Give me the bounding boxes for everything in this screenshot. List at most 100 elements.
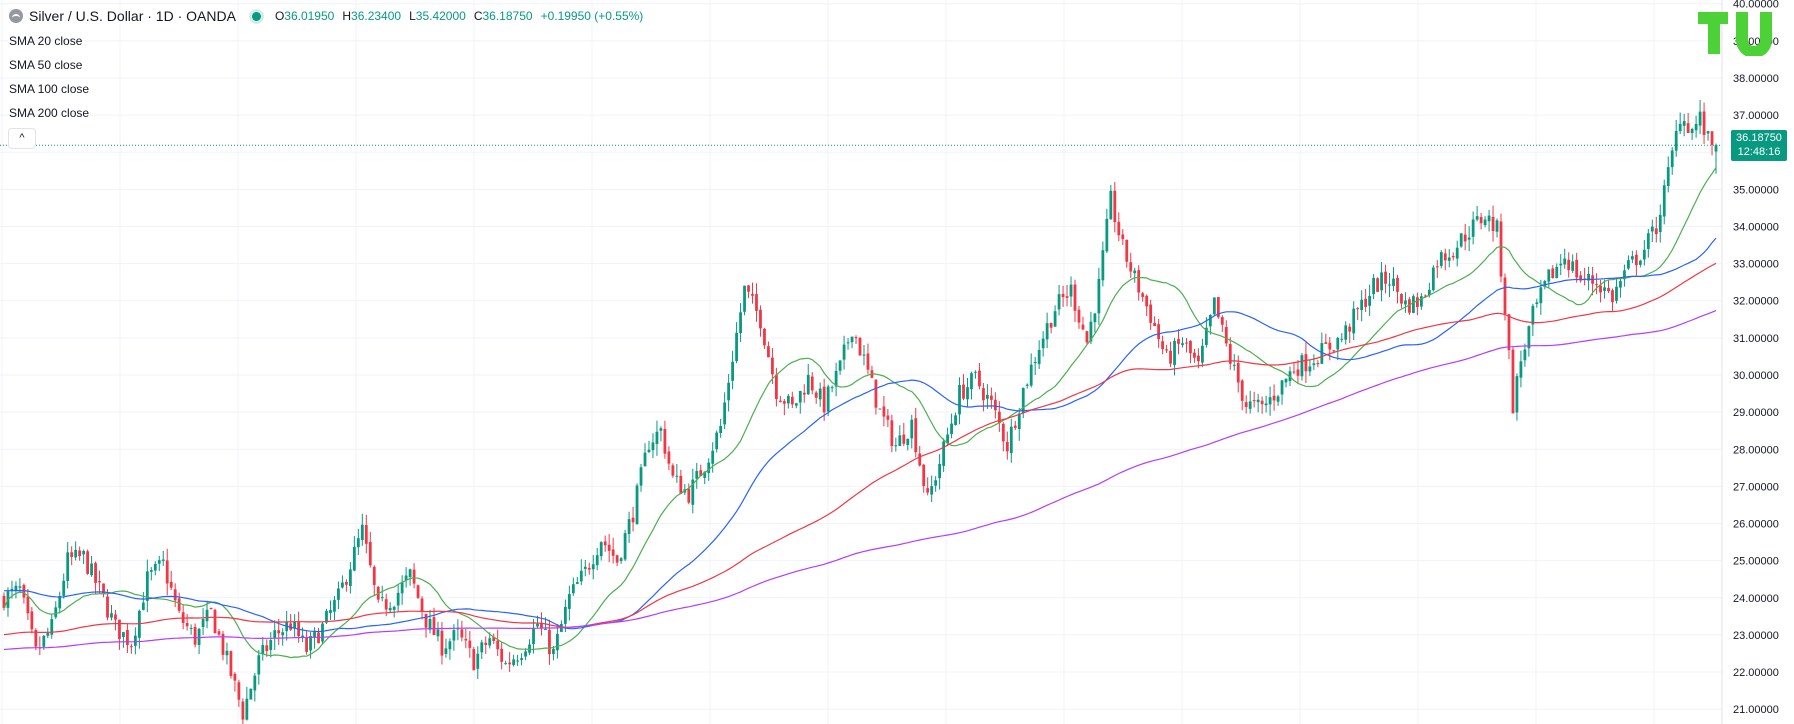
candle [396, 592, 400, 606]
candle [428, 618, 432, 630]
collapse-indicators-button[interactable]: ^ [8, 128, 36, 149]
indicator-sma-20[interactable]: SMA 20 close [9, 34, 83, 48]
candle [1404, 300, 1407, 305]
candle [1392, 278, 1395, 286]
candle [786, 395, 790, 404]
candle [1567, 259, 1571, 271]
candle [102, 583, 105, 595]
candle [1093, 313, 1097, 323]
candle [1384, 271, 1387, 284]
candle [544, 629, 547, 631]
candle [1244, 402, 1248, 408]
candle [591, 564, 595, 570]
candle [269, 640, 273, 651]
candle [189, 627, 193, 629]
candle [874, 379, 878, 408]
candle [1611, 290, 1614, 303]
candle [1475, 216, 1479, 220]
indicator-sma-50[interactable]: SMA 50 close [9, 58, 83, 72]
candle [444, 648, 448, 654]
y-tick-label: 24.00000 [1733, 593, 1779, 605]
candle [1599, 285, 1602, 293]
candle [1336, 337, 1340, 350]
candle [536, 623, 539, 627]
candle [1511, 349, 1515, 414]
candle [1197, 355, 1200, 362]
candle [325, 610, 328, 623]
candle [1714, 145, 1718, 152]
candle [647, 449, 651, 453]
candle [1153, 323, 1157, 327]
candle [842, 344, 846, 360]
candle [508, 662, 512, 665]
candle [241, 701, 245, 720]
candle [1495, 220, 1499, 232]
candle [177, 598, 181, 611]
candle [1161, 341, 1164, 350]
candle [424, 613, 428, 628]
indicator-sma-200[interactable]: SMA 200 close [9, 106, 90, 120]
candle [1388, 284, 1391, 286]
sma-50-line [4, 237, 1717, 633]
candle [468, 640, 472, 648]
candle [321, 623, 324, 642]
candle [778, 400, 782, 402]
candle [575, 582, 579, 584]
candle [1368, 295, 1372, 306]
candle [14, 585, 18, 590]
candle [978, 370, 981, 387]
candle [946, 434, 949, 444]
candle [1001, 423, 1005, 442]
candle [253, 675, 257, 691]
candle [631, 517, 635, 523]
candle [392, 606, 396, 610]
candle [1615, 286, 1618, 301]
candle [1499, 221, 1503, 277]
candle [1264, 403, 1268, 406]
candle [408, 569, 412, 577]
last-price-label: 36.18750 12:48:16 [1731, 130, 1787, 162]
candle [480, 642, 484, 653]
candle [743, 285, 746, 312]
candle [249, 688, 253, 700]
candle [1053, 311, 1057, 327]
candle [257, 655, 261, 675]
candle [866, 353, 870, 370]
candle [790, 396, 794, 405]
candle [1531, 305, 1535, 325]
candle [404, 575, 408, 581]
candle [1085, 331, 1089, 343]
market-status-icon[interactable] [251, 11, 261, 21]
candle [161, 559, 165, 561]
candle [715, 432, 719, 450]
candle [281, 632, 285, 636]
candle [26, 596, 30, 614]
candle [727, 382, 731, 401]
candle [942, 441, 946, 466]
candle [1682, 121, 1686, 126]
symbol-title[interactable]: Silver / U.S. Dollar · 1D · OANDA [29, 8, 236, 24]
candle [1571, 261, 1575, 271]
candle [153, 563, 157, 571]
candle [1487, 215, 1491, 222]
tradingview-logo-icon[interactable] [1696, 10, 1782, 56]
candle [675, 475, 679, 477]
indicator-sma-100[interactable]: SMA 100 close [9, 82, 90, 96]
candle [798, 391, 802, 403]
candle [74, 549, 78, 558]
y-tick-label: 25.00000 [1733, 556, 1779, 568]
candle [1177, 339, 1180, 344]
candle [356, 538, 360, 548]
candle [516, 660, 519, 662]
candle [460, 629, 464, 638]
candle [1332, 350, 1336, 352]
candle [603, 541, 607, 546]
candle [165, 560, 169, 584]
candle [1340, 338, 1344, 340]
candle [1025, 384, 1029, 386]
candle [567, 594, 571, 609]
candle [1646, 233, 1650, 249]
candle [1479, 217, 1483, 224]
